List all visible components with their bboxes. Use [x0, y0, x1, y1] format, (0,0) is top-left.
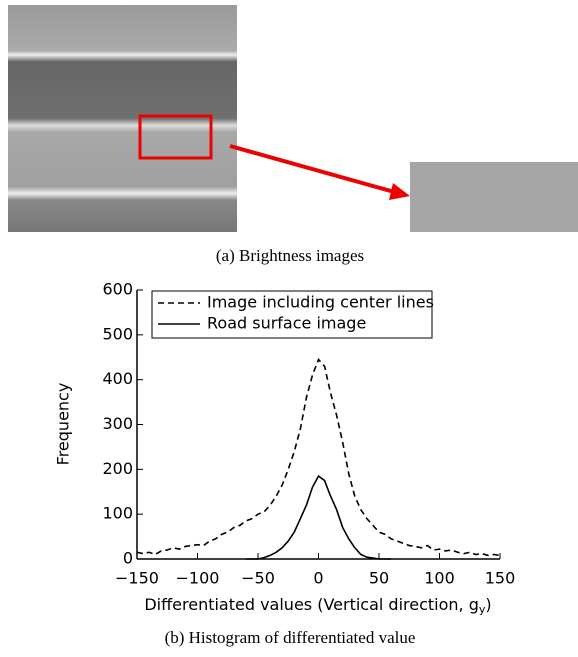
x-axis-label-part: ): [485, 595, 491, 614]
y-tick-label: 600: [102, 280, 133, 299]
caption: (b) Histogram of differentiated value: [165, 628, 416, 647]
y-tick-label: 400: [102, 369, 133, 388]
x-axis-label: Differentiated values (Vertical directio…: [144, 595, 491, 617]
y-tick-label: 300: [102, 414, 133, 433]
zoomed-image: [410, 162, 578, 232]
y-tick-label: 100: [102, 504, 133, 523]
figure: (a) Brightness images (b) Histogram of d…: [0, 0, 578, 657]
x-tick-label: 50: [369, 569, 389, 588]
y-tick-label: 200: [102, 459, 133, 478]
brightness-image: [8, 5, 237, 232]
series-line: [246, 476, 391, 559]
page: (a) Brightness images (b) Histogram of d…: [0, 0, 578, 657]
caption: (a) Brightness images: [216, 246, 364, 265]
x-tick-label: −150: [115, 569, 159, 588]
x-tick-label: 100: [424, 569, 455, 588]
series-line: [137, 359, 500, 555]
legend-label: Image including center lines: [207, 293, 434, 312]
x-tick-label: 0: [313, 569, 323, 588]
y-tick-label: 500: [102, 324, 133, 343]
arrow-line: [230, 146, 398, 193]
arrow-head: [389, 183, 410, 200]
y-tick-label: 0: [123, 549, 133, 568]
y-axis-label: Frequency: [54, 383, 73, 466]
legend-label: Road surface image: [207, 314, 366, 333]
x-tick-label: −100: [176, 569, 220, 588]
x-tick-label: 150: [485, 569, 516, 588]
x-axis-label-part: Differentiated values (Vertical directio…: [144, 595, 479, 614]
x-tick-label: −50: [241, 569, 275, 588]
